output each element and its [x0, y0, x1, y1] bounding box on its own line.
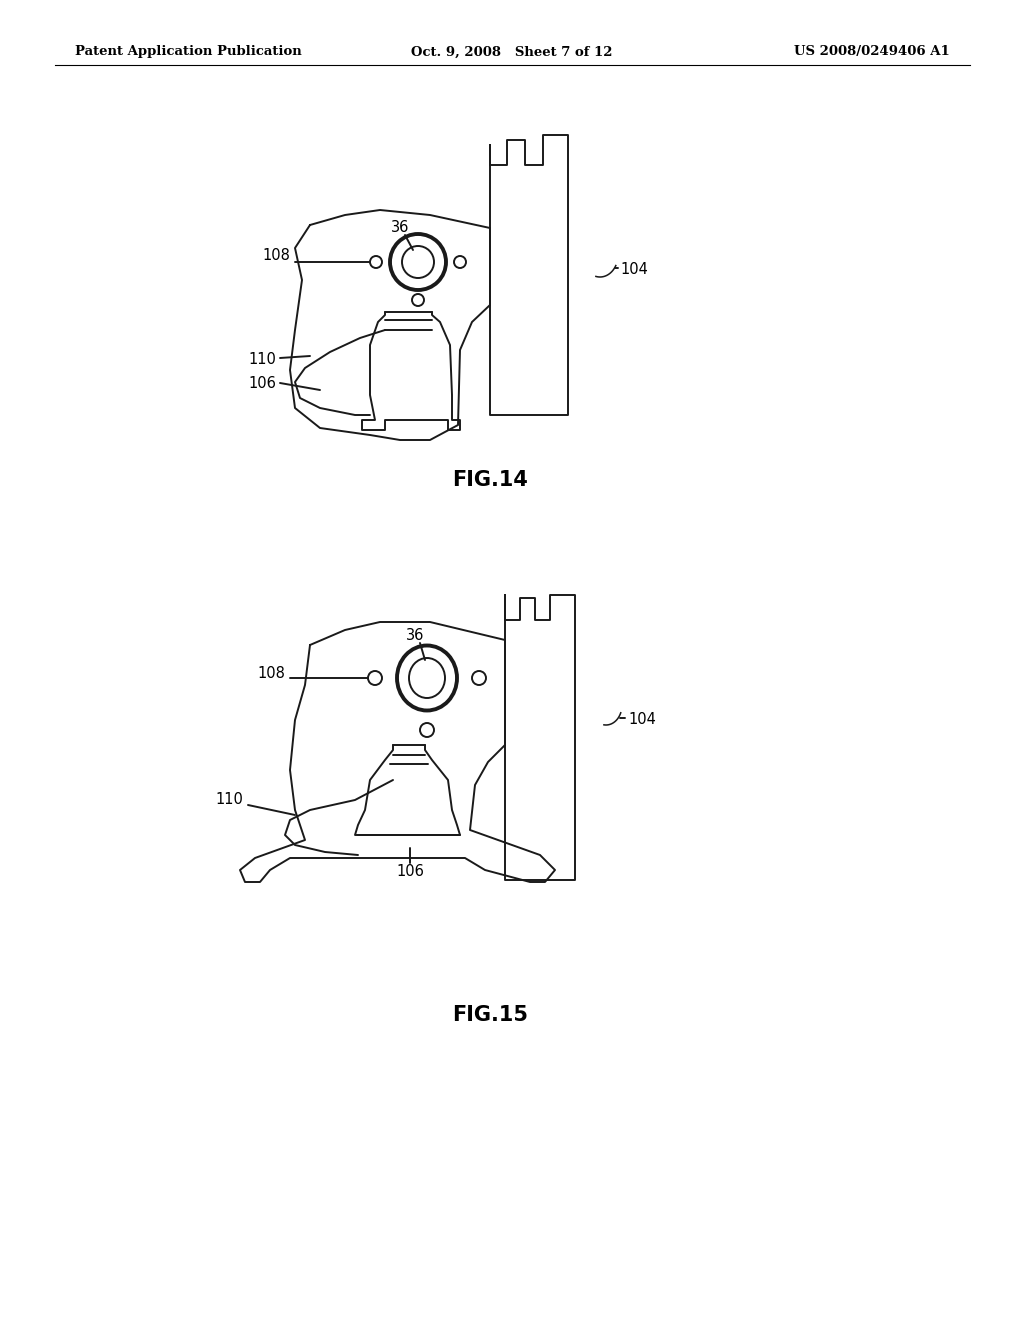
Text: FIG.15: FIG.15 [452, 1005, 528, 1026]
Text: US 2008/0249406 A1: US 2008/0249406 A1 [795, 45, 950, 58]
Text: 110: 110 [215, 792, 243, 808]
Text: 36: 36 [391, 220, 410, 235]
Text: 106: 106 [396, 865, 424, 879]
Text: Oct. 9, 2008   Sheet 7 of 12: Oct. 9, 2008 Sheet 7 of 12 [412, 45, 612, 58]
Text: 108: 108 [262, 248, 290, 263]
Text: FIG.14: FIG.14 [452, 470, 528, 490]
Text: 36: 36 [406, 627, 424, 643]
Text: 110: 110 [248, 352, 276, 367]
Text: 104: 104 [620, 263, 648, 277]
Text: 104: 104 [628, 713, 656, 727]
Text: 106: 106 [248, 375, 276, 391]
Text: 108: 108 [257, 665, 285, 681]
Text: Patent Application Publication: Patent Application Publication [75, 45, 302, 58]
